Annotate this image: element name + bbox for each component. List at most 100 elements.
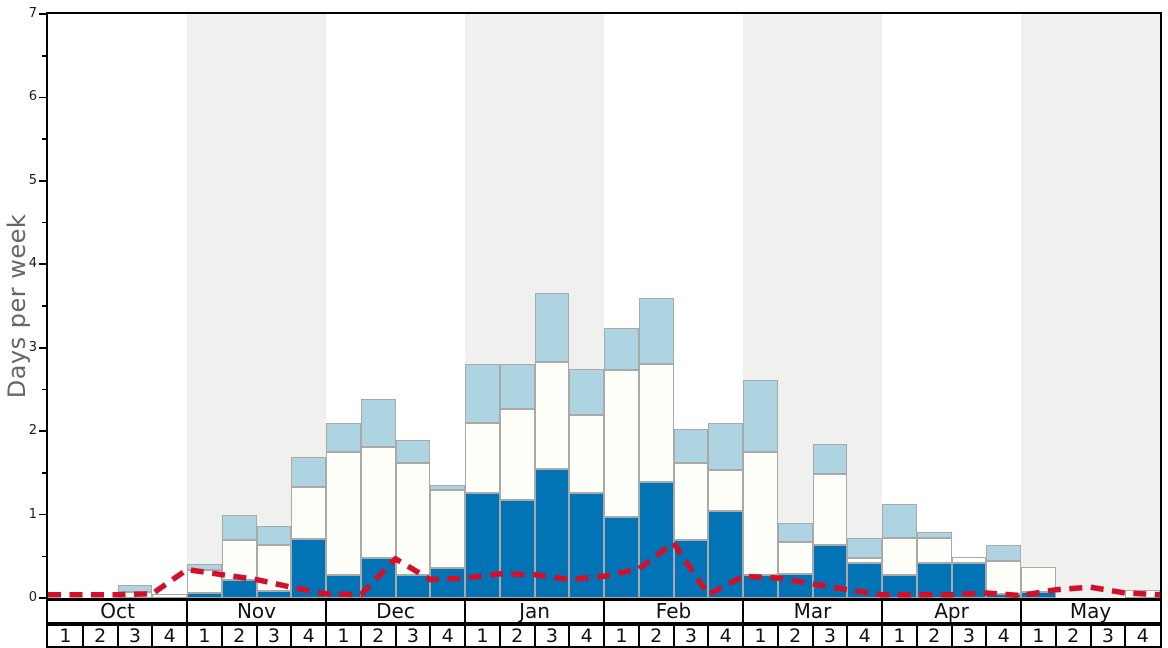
bar-light-apr-w4: [986, 545, 1021, 562]
bar-light-mar-w3: [812, 444, 848, 474]
week-divider: [220, 626, 223, 646]
bar-white-dec-w4: [430, 490, 465, 568]
month-divider: [325, 601, 327, 622]
week-label: 2: [372, 625, 385, 647]
week-label: 3: [1101, 625, 1114, 647]
plot-area: [46, 12, 1162, 600]
week-label: 4: [1136, 625, 1149, 647]
week-divider: [325, 626, 327, 646]
week-label: 2: [94, 625, 107, 647]
bar-light-apr-w2: [916, 532, 952, 538]
week-divider: [1089, 626, 1092, 646]
week-label: 1: [893, 625, 906, 647]
week-divider: [186, 626, 188, 646]
bar-light-nov-w4: [291, 457, 326, 488]
bar-dark-feb-w2: [638, 482, 674, 598]
bar-light-mar-w4: [847, 537, 882, 558]
bar-white-mar-w4: [847, 557, 882, 563]
week-divider: [464, 626, 466, 646]
y-axis-label: Days per week: [3, 213, 31, 399]
bar-white-feb-w2: [638, 363, 674, 483]
week-label: 3: [267, 625, 280, 647]
y-tick-label-1: 1: [28, 506, 37, 522]
bar-light-mar-w1: [743, 380, 778, 452]
y-tick-7: [39, 13, 46, 15]
bar-light-nov-w2: [221, 515, 257, 540]
bar-dark-feb-w4: [708, 511, 743, 598]
month-band-oct: [48, 14, 187, 598]
bar-light-dec-w2: [360, 398, 396, 447]
bar-white-dec-w3: [395, 462, 431, 576]
bar-light-jan-w1: [465, 363, 500, 423]
bar-white-feb-w1: [604, 370, 639, 518]
week-divider: [603, 626, 605, 646]
week-label: 1: [615, 625, 628, 647]
month-label-dec: Dec: [376, 599, 415, 623]
bar-white-mar-w2: [777, 542, 813, 574]
week-label: 4: [719, 625, 732, 647]
month-divider: [1020, 601, 1022, 622]
week-divider: [1020, 626, 1022, 646]
bar-light-jan-w3: [534, 292, 570, 362]
week-label: 4: [858, 625, 871, 647]
bar-white-oct-w4: [152, 593, 187, 598]
week-label: 2: [233, 625, 246, 647]
month-label-feb: Feb: [655, 599, 692, 623]
week-label: 1: [59, 625, 72, 647]
bar-dark-apr-w4: [986, 593, 1021, 598]
bar-white-mar-w3: [812, 473, 848, 545]
y-minor-tick: [42, 388, 46, 391]
y-tick-6: [39, 96, 46, 99]
week-divider: [116, 626, 119, 646]
bar-light-nov-w3: [256, 526, 292, 546]
week-label: 2: [1067, 625, 1080, 647]
week-divider: [1054, 626, 1057, 646]
week-divider: [394, 626, 397, 646]
week-label: 4: [441, 625, 454, 647]
week-divider: [707, 626, 710, 646]
bar-white-nov-w4: [291, 487, 326, 539]
y-minor-tick: [42, 55, 46, 57]
week-label: 1: [1032, 625, 1045, 647]
y-tick-1: [39, 513, 46, 516]
bar-light-mar-w2: [777, 522, 813, 543]
week-label: 3: [128, 625, 141, 647]
bar-light-jan-w4: [569, 368, 604, 416]
bar-light-nov-w1: [187, 563, 222, 570]
bar-dark-nov-w3: [256, 591, 292, 598]
week-divider: [429, 626, 432, 646]
y-tick-2: [39, 430, 46, 432]
month-label-jan: Jan: [519, 599, 550, 623]
month-band-may: [1021, 14, 1160, 598]
y-tick-label-5: 5: [28, 172, 37, 188]
week-label: 4: [302, 625, 315, 647]
month-band-apr: [882, 14, 1021, 598]
bar-white-jan-w4: [569, 415, 604, 493]
red-dashed-polyline: [48, 538, 1161, 599]
week-divider: [290, 626, 293, 646]
month-label-may: May: [1069, 599, 1112, 623]
bar-dark-dec-w4: [430, 567, 465, 598]
bar-white-jan-w2: [499, 409, 535, 500]
bar-white-jan-w1: [465, 422, 500, 493]
bar-white-mar-w1: [743, 452, 778, 575]
bar-dark-feb-w1: [604, 517, 639, 598]
week-divider: [1124, 626, 1127, 646]
y-tick-label-6: 6: [28, 89, 37, 105]
week-divider: [637, 626, 640, 646]
month-axis-row: Oct Nov Dec Jan Feb Mar Apr May: [46, 599, 1162, 624]
week-label: 2: [650, 625, 663, 647]
week-divider: [950, 626, 953, 646]
week-divider: [846, 626, 849, 646]
bar-dark-jan-w1: [465, 492, 500, 598]
bar-white-dec-w2: [360, 446, 396, 558]
week-label: 2: [511, 625, 524, 647]
y-tick-label-4: 4: [28, 256, 37, 272]
month-divider: [186, 601, 188, 622]
bar-light-dec-w1: [326, 422, 361, 452]
month-divider: [742, 601, 744, 622]
bar-light-feb-w2: [638, 298, 674, 364]
y-minor-tick: [42, 305, 46, 307]
